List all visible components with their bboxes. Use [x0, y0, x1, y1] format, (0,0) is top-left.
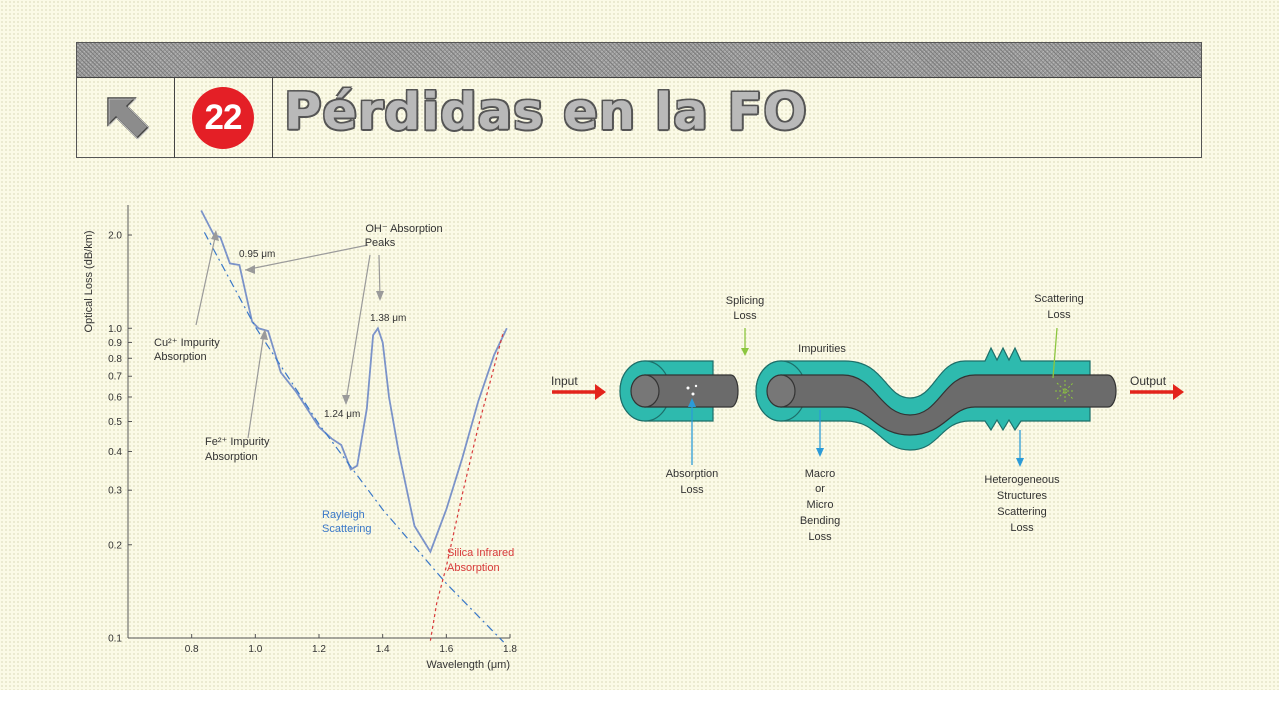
x-tick-label: 1.0	[248, 644, 262, 655]
x-tick-label: 1.6	[439, 644, 453, 655]
pointer-line	[195, 232, 217, 326]
x-tick-label: 1.8	[503, 644, 517, 655]
y-tick-label: 2.0	[108, 231, 122, 242]
optical-loss-chart: 0.8 1.0 1.2 1.4 1.6 1.8 0.1 0.2 0.3 0.4 0.5 0.6 0.7 0…	[83, 205, 517, 671]
input-label: Input	[551, 374, 578, 388]
y-tick-label: 1.0	[108, 324, 122, 335]
x-tick-label: 0.8	[185, 644, 199, 655]
bending-label-5: Loss	[808, 531, 832, 543]
absorption-label-2: Loss	[680, 484, 704, 496]
chart-annotations: OH⁻ Absorption Peaks 0.95 μm 1.38 μm 1.2…	[154, 223, 514, 574]
arrow-up-left-icon	[107, 97, 150, 140]
x-axis-label: Wavelength (μm)	[426, 659, 510, 671]
pointer-line	[247, 332, 265, 439]
y-tick-label: 0.5	[108, 417, 122, 428]
rayleigh-label-1: Rayleigh	[322, 509, 365, 521]
fe-label-2: Absorption	[205, 451, 258, 463]
page-title: Pérdidas en la FO	[284, 83, 808, 142]
rayleigh-scattering-line	[203, 232, 505, 643]
pointer-line	[345, 254, 371, 402]
y-axis-label: Optical Loss (dB/km)	[83, 230, 95, 332]
y-tick-label: 0.3	[108, 486, 122, 497]
wl-095-label: 0.95 μm	[239, 249, 275, 260]
impurities-label: Impurities	[798, 343, 846, 355]
heterogeneous-label-3: Scattering	[997, 506, 1047, 518]
pointer-line	[378, 254, 381, 299]
silica-label-2: Absorption	[447, 562, 500, 574]
slide-number-badge: 22	[192, 87, 254, 149]
scattering-label-1: Scattering	[1034, 293, 1084, 305]
pointer-arrowhead	[260, 329, 268, 340]
y-tick-label: 0.8	[108, 354, 122, 365]
silica-label-1: Silica Infrared	[447, 547, 514, 559]
splicing-label-2: Loss	[733, 310, 757, 322]
input-arrow-head	[595, 384, 606, 400]
total-loss-line	[200, 210, 508, 554]
fe-label-1: Fe²⁺ Impurity	[205, 436, 270, 448]
y-tick-label: 0.6	[108, 392, 122, 403]
pointer-arrowhead	[342, 395, 350, 405]
splicing-label-1: Splicing	[726, 295, 765, 307]
slide-header: 22 Pérdidas en la FO	[76, 42, 1202, 158]
wl-124-label: 1.24 μm	[324, 409, 360, 420]
cu-label-2: Absorption	[154, 351, 207, 363]
y-tick-label: 0.1	[108, 634, 122, 645]
bending-label-3: Micro	[807, 499, 834, 511]
slide-number-cell: 22	[175, 77, 273, 158]
absorption-label-1: Absorption	[666, 468, 719, 480]
bending-label-1: Macro	[805, 468, 836, 480]
oh-peaks-label-1: OH⁻ Absorption	[365, 223, 442, 235]
x-tick-label: 1.2	[312, 644, 326, 655]
heterogeneous-label-4: Loss	[1010, 522, 1034, 534]
bending-label-2: or	[815, 483, 825, 495]
bottom-strip	[0, 690, 1279, 720]
fiber-segment-right	[755, 346, 1117, 451]
x-tick-label: 1.4	[376, 644, 390, 655]
rayleigh-label-2: Scattering	[322, 523, 372, 535]
pointer-line	[244, 244, 369, 271]
chart-series	[200, 210, 508, 643]
back-button[interactable]	[77, 77, 175, 158]
header-bar	[77, 43, 1201, 78]
y-tick-label: 0.4	[108, 447, 122, 458]
pointer-arrowhead	[211, 230, 219, 241]
silica-infrared-line	[429, 330, 505, 641]
output-arrow-head	[1173, 384, 1184, 400]
pointer-arrowhead	[245, 265, 255, 274]
bending-label-4: Bending	[800, 515, 840, 527]
pointer-arrowhead	[376, 291, 384, 301]
cu-label-1: Cu²⁺ Impurity	[154, 337, 220, 349]
output-label: Output	[1130, 374, 1167, 388]
scattering-label-2: Loss	[1047, 309, 1071, 321]
heterogeneous-label-1: Heterogeneous	[984, 474, 1060, 486]
fiber-segment-left	[619, 360, 739, 422]
scattering-pointer	[1052, 327, 1058, 379]
y-tick-label: 0.2	[108, 540, 122, 551]
wl-138-label: 1.38 μm	[370, 313, 406, 324]
fiber-loss-diagram: Input Output Splicing Loss Scattering Lo…	[551, 293, 1184, 543]
y-tick-label: 0.7	[108, 372, 122, 383]
heterogeneous-label-2: Structures	[997, 490, 1048, 502]
oh-peaks-label-2: Peaks	[365, 237, 396, 249]
y-tick-label: 0.9	[108, 338, 122, 349]
chart-axes: 0.8 1.0 1.2 1.4 1.6 1.8 0.1 0.2 0.3 0.4 0.5 0.6 0.7 0…	[83, 205, 517, 671]
